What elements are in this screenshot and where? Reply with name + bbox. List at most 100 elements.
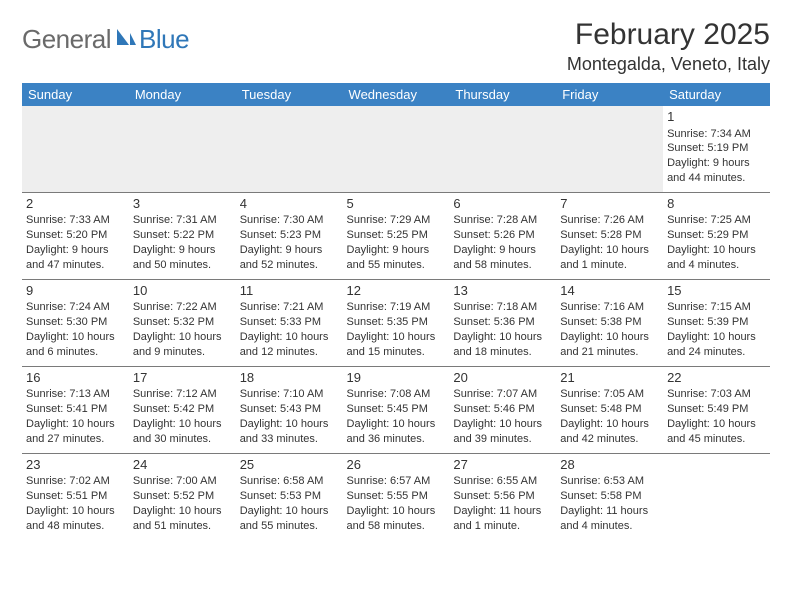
daylight-text: and 44 minutes. bbox=[667, 171, 766, 186]
sunrise-text: Sunrise: 7:08 AM bbox=[347, 387, 446, 402]
sunset-text: Sunset: 5:38 PM bbox=[560, 315, 659, 330]
sunset-text: Sunset: 5:56 PM bbox=[453, 489, 552, 504]
daylight-text: and 55 minutes. bbox=[240, 519, 339, 534]
day-number: 2 bbox=[26, 195, 125, 213]
calendar-day-cell: 22Sunrise: 7:03 AMSunset: 5:49 PMDayligh… bbox=[663, 366, 770, 453]
sunrise-text: Sunrise: 7:33 AM bbox=[26, 213, 125, 228]
daylight-text: Daylight: 11 hours bbox=[560, 504, 659, 519]
sunrise-text: Sunrise: 7:24 AM bbox=[26, 300, 125, 315]
weekday-header: Tuesday bbox=[236, 83, 343, 106]
daylight-text: Daylight: 10 hours bbox=[667, 330, 766, 345]
sunset-text: Sunset: 5:46 PM bbox=[453, 402, 552, 417]
calendar-day-cell: 23Sunrise: 7:02 AMSunset: 5:51 PMDayligh… bbox=[22, 453, 129, 539]
daylight-text: Daylight: 10 hours bbox=[667, 417, 766, 432]
calendar-day-cell: 28Sunrise: 6:53 AMSunset: 5:58 PMDayligh… bbox=[556, 453, 663, 539]
day-number: 27 bbox=[453, 456, 552, 474]
sunrise-text: Sunrise: 7:15 AM bbox=[667, 300, 766, 315]
calendar-day-cell: 1Sunrise: 7:34 AMSunset: 5:19 PMDaylight… bbox=[663, 106, 770, 192]
weekday-header: Friday bbox=[556, 83, 663, 106]
sunset-text: Sunset: 5:35 PM bbox=[347, 315, 446, 330]
sunset-text: Sunset: 5:58 PM bbox=[560, 489, 659, 504]
calendar-day-cell: 2Sunrise: 7:33 AMSunset: 5:20 PMDaylight… bbox=[22, 192, 129, 279]
day-number: 1 bbox=[667, 108, 766, 126]
calendar-day-cell: 20Sunrise: 7:07 AMSunset: 5:46 PMDayligh… bbox=[449, 366, 556, 453]
calendar-day-cell bbox=[343, 106, 450, 192]
calendar-day-cell: 11Sunrise: 7:21 AMSunset: 5:33 PMDayligh… bbox=[236, 279, 343, 366]
sunrise-text: Sunrise: 7:03 AM bbox=[667, 387, 766, 402]
daylight-text: Daylight: 10 hours bbox=[347, 330, 446, 345]
sunset-text: Sunset: 5:45 PM bbox=[347, 402, 446, 417]
sunset-text: Sunset: 5:20 PM bbox=[26, 228, 125, 243]
day-number: 15 bbox=[667, 282, 766, 300]
day-number: 4 bbox=[240, 195, 339, 213]
sunrise-text: Sunrise: 7:13 AM bbox=[26, 387, 125, 402]
daylight-text: and 30 minutes. bbox=[133, 432, 232, 447]
daylight-text: and 39 minutes. bbox=[453, 432, 552, 447]
calendar-day-cell: 10Sunrise: 7:22 AMSunset: 5:32 PMDayligh… bbox=[129, 279, 236, 366]
sunset-text: Sunset: 5:36 PM bbox=[453, 315, 552, 330]
daylight-text: and 24 minutes. bbox=[667, 345, 766, 360]
sunset-text: Sunset: 5:49 PM bbox=[667, 402, 766, 417]
sunset-text: Sunset: 5:42 PM bbox=[133, 402, 232, 417]
day-number: 12 bbox=[347, 282, 446, 300]
calendar-week-row: 1Sunrise: 7:34 AMSunset: 5:19 PMDaylight… bbox=[22, 106, 770, 192]
weekday-header: Wednesday bbox=[343, 83, 450, 106]
sunrise-text: Sunrise: 7:07 AM bbox=[453, 387, 552, 402]
day-number: 5 bbox=[347, 195, 446, 213]
sunrise-text: Sunrise: 7:26 AM bbox=[560, 213, 659, 228]
sunset-text: Sunset: 5:29 PM bbox=[667, 228, 766, 243]
calendar-day-cell: 13Sunrise: 7:18 AMSunset: 5:36 PMDayligh… bbox=[449, 279, 556, 366]
day-number: 19 bbox=[347, 369, 446, 387]
daylight-text: and 21 minutes. bbox=[560, 345, 659, 360]
calendar-week-row: 2Sunrise: 7:33 AMSunset: 5:20 PM Daylight… bbox=[22, 192, 770, 279]
daylight-text: Daylight: 10 hours bbox=[667, 243, 766, 258]
daylight-text: Daylight: 10 hours bbox=[347, 504, 446, 519]
logo: General Blue bbox=[22, 24, 189, 55]
calendar-day-cell: 14Sunrise: 7:16 AMSunset: 5:38 PMDayligh… bbox=[556, 279, 663, 366]
calendar-day-cell: 7Sunrise: 7:26 AMSunset: 5:28 PMDaylight… bbox=[556, 192, 663, 279]
weekday-header: Sunday bbox=[22, 83, 129, 106]
daylight-text: Daylight: 11 hours bbox=[453, 504, 552, 519]
sunset-text: Sunset: 5:33 PM bbox=[240, 315, 339, 330]
sunrise-text: Sunrise: 7:30 AM bbox=[240, 213, 339, 228]
daylight-text: and 33 minutes. bbox=[240, 432, 339, 447]
daylight-text: Daylight: 10 hours bbox=[240, 417, 339, 432]
day-number: 16 bbox=[26, 369, 125, 387]
sunrise-text: Sunrise: 7:19 AM bbox=[347, 300, 446, 315]
day-number: 28 bbox=[560, 456, 659, 474]
daylight-text: Daylight: 10 hours bbox=[453, 330, 552, 345]
sunrise-text: Sunrise: 7:25 AM bbox=[667, 213, 766, 228]
sunset-text: Sunset: 5:23 PM bbox=[240, 228, 339, 243]
daylight-text: Daylight: 10 hours bbox=[347, 417, 446, 432]
daylight-text: and 58 minutes. bbox=[347, 519, 446, 534]
sunrise-text: Sunrise: 7:05 AM bbox=[560, 387, 659, 402]
sunset-text: Sunset: 5:26 PM bbox=[453, 228, 552, 243]
daylight-text: Daylight: 9 hours bbox=[453, 243, 552, 258]
sunset-text: Sunset: 5:32 PM bbox=[133, 315, 232, 330]
logo-text-general: General bbox=[22, 24, 111, 55]
calendar-day-cell: 4Sunrise: 7:30 AMSunset: 5:23 PMDaylight… bbox=[236, 192, 343, 279]
daylight-text: and 1 minute. bbox=[560, 258, 659, 273]
month-title: February 2025 bbox=[567, 18, 770, 52]
calendar-day-cell: 17Sunrise: 7:12 AMSunset: 5:42 PMDayligh… bbox=[129, 366, 236, 453]
daylight-text: and 52 minutes. bbox=[240, 258, 339, 273]
daylight-text: Daylight: 9 hours bbox=[667, 156, 766, 171]
daylight-text: and 47 minutes. bbox=[26, 258, 125, 273]
sunset-text: Sunset: 5:43 PM bbox=[240, 402, 339, 417]
sunrise-text: Sunrise: 6:58 AM bbox=[240, 474, 339, 489]
daylight-text: Daylight: 10 hours bbox=[26, 330, 125, 345]
daylight-text: and 27 minutes. bbox=[26, 432, 125, 447]
daylight-text: Daylight: 10 hours bbox=[133, 330, 232, 345]
daylight-text: and 50 minutes. bbox=[133, 258, 232, 273]
daylight-text: and 4 minutes. bbox=[667, 258, 766, 273]
calendar-day-cell: 21Sunrise: 7:05 AMSunset: 5:48 PMDayligh… bbox=[556, 366, 663, 453]
calendar-day-cell bbox=[129, 106, 236, 192]
calendar-day-cell: 15Sunrise: 7:15 AMSunset: 5:39 PMDayligh… bbox=[663, 279, 770, 366]
calendar-day-cell: 12Sunrise: 7:19 AMSunset: 5:35 PMDayligh… bbox=[343, 279, 450, 366]
sunset-text: Sunset: 5:39 PM bbox=[667, 315, 766, 330]
daylight-text: and 1 minute. bbox=[453, 519, 552, 534]
sunrise-text: Sunrise: 7:31 AM bbox=[133, 213, 232, 228]
day-number: 3 bbox=[133, 195, 232, 213]
daylight-text: Daylight: 10 hours bbox=[453, 417, 552, 432]
sunset-text: Sunset: 5:19 PM bbox=[667, 141, 766, 156]
